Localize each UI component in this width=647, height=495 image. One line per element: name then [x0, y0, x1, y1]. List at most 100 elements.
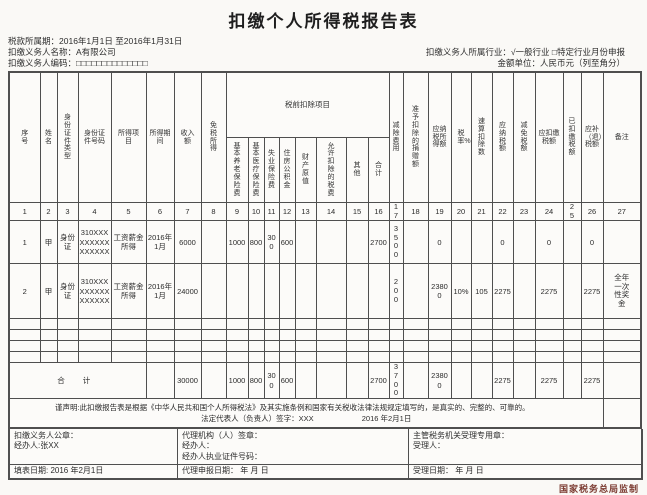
total-cell-13 — [294, 362, 317, 399]
col-num-21: 21 — [470, 201, 493, 222]
col-num-5: 5 — [110, 201, 147, 222]
empty-cell — [388, 351, 404, 364]
group-header-pre-tax-deductions: 税前扣除项目 — [225, 71, 390, 138]
agency-box-top: 代理机构（人）签章： 经办人： 经办人执业证件号码： — [178, 429, 408, 465]
declaration-signature: 法定代表人（负责人）签字：XXX 2016 年2月1日 — [11, 413, 602, 424]
empty-cell — [77, 329, 112, 342]
empty-cell — [8, 340, 41, 353]
empty-cell — [602, 329, 642, 342]
col-num-24: 24 — [534, 201, 564, 222]
col-remarks: 备注 — [602, 71, 642, 203]
row2-cell-17: 200 — [388, 263, 404, 320]
row2-cell-26: 2275 — [580, 263, 604, 320]
col-id-number: 身份证件号码 — [77, 71, 112, 203]
row1-cell-15 — [345, 220, 369, 265]
col-num-1: 1 — [8, 201, 41, 222]
col-subtotal: 合计 — [367, 137, 390, 203]
col-unemployment-insurance: 失业保险费 — [263, 137, 280, 203]
table-row-1: 1 甲身份证 310XXXXXXXXXXXXXXX 工资薪金所得 2016年1月 6000… — [8, 220, 642, 265]
total-cell-18 — [402, 362, 429, 399]
row1-cell-5: 工资薪金所得 — [110, 220, 147, 265]
col-index: 序号 — [8, 71, 41, 203]
empty-cell — [225, 351, 249, 364]
col-num-18: 18 — [402, 201, 429, 222]
col-num-17: 17 — [388, 201, 404, 222]
empty-row — [8, 340, 642, 353]
empty-cell — [367, 340, 390, 353]
empty-cell — [402, 340, 429, 353]
empty-cell — [110, 351, 147, 364]
row2-cell-23 — [512, 263, 536, 320]
col-num-20: 20 — [450, 201, 472, 222]
col-tax-refund-due: 应补（退）税额 — [580, 71, 604, 203]
total-cell-11: 300 — [263, 362, 280, 399]
total-cell-12: 600 — [278, 362, 296, 399]
total-label: 合 计 — [8, 362, 147, 399]
col-income-period: 所得期间 — [145, 71, 175, 203]
empty-cell — [110, 340, 147, 353]
empty-cell — [145, 318, 175, 331]
agent-seal-label: 扣缴义务人公章： — [14, 430, 78, 440]
empty-cell — [450, 329, 472, 342]
empty-cell — [145, 340, 175, 353]
col-standard-deduction: 减除费用 — [388, 71, 404, 203]
currency-unit: 金额单位：人民币元（列至角分） — [497, 58, 625, 68]
row1-cell-18 — [402, 220, 429, 265]
empty-cell — [173, 318, 202, 331]
tax-period: 税款所属期：2016年1月1日 至2016年1月31日 — [8, 36, 183, 46]
empty-cell — [534, 340, 564, 353]
row1-cell-23 — [512, 220, 536, 265]
empty-cell — [110, 329, 147, 342]
row2-cell-11 — [263, 263, 280, 320]
empty-cell — [294, 340, 317, 353]
row2-cell-19: 23800 — [427, 263, 452, 320]
row1-cell-9: 1000 — [225, 220, 249, 265]
declaration-statement: 谨声明:此扣缴报告表是根据《中华人民共和国个人所得税法》及其实施条例和国家有关税… — [55, 403, 530, 413]
total-cell-7: 30000 — [173, 362, 202, 399]
empty-cell — [225, 329, 249, 342]
empty-cell — [491, 351, 514, 364]
signature-date: 2016 年2月1日 — [361, 414, 412, 424]
empty-cell — [247, 340, 265, 353]
empty-cell — [388, 318, 404, 331]
empty-cell — [315, 340, 347, 353]
col-num-8: 8 — [200, 201, 227, 222]
col-property-original-value: 财产原值 — [294, 137, 317, 203]
col-num-27: 27 — [602, 201, 642, 222]
empty-row — [8, 329, 642, 342]
empty-cell — [402, 351, 429, 364]
row2-cell-21: 105 — [470, 263, 493, 320]
empty-cell — [345, 318, 369, 331]
empty-cell — [470, 318, 493, 331]
empty-cell — [8, 351, 41, 364]
meta-row-period: 税款所属期：2016年1月1日 至2016年1月31日 — [8, 36, 639, 47]
row1-cell-2: 甲 — [39, 220, 58, 265]
empty-cell — [562, 351, 582, 364]
col-taxable-income: 应纳税所得额 — [427, 71, 452, 203]
empty-cell — [173, 340, 202, 353]
empty-cell — [470, 329, 493, 342]
col-num-11: 11 — [263, 201, 280, 222]
column-number-row: 1 2 3 4 5 6 7 8 9 10 11 12 13 14 15 16 17 18 19 20 21 22 23 24 2… — [8, 201, 642, 222]
empty-cell — [450, 340, 472, 353]
agency-filing-date: 代理申报日期： 年 月 日 — [178, 464, 408, 478]
col-income-item: 所得项目 — [110, 71, 147, 203]
total-row: 合 计 30000 1000 800 300 600 2700 3700 23800 2275 22… — [8, 362, 642, 399]
row2-cell-15 — [345, 263, 369, 320]
col-tax-exempt-income: 免税所得 — [200, 71, 227, 203]
col-num-10: 10 — [247, 201, 265, 222]
row2-cell-3: 身份证 — [56, 263, 79, 320]
row2-cell-1: 2 — [8, 263, 41, 320]
row1-cell-20 — [450, 220, 472, 265]
col-tax-already-withheld: 已扣缴税额 — [562, 71, 582, 203]
form-meta: 税款所属期：2016年1月1日 至2016年1月31日 扣缴义务人名称：A有限公… — [8, 36, 639, 69]
empty-cell — [427, 340, 452, 353]
row1-cell-12: 600 — [278, 220, 296, 265]
total-cell-9: 1000 — [225, 362, 249, 399]
tax-authority-box: 主管税务机关受理专用章： 受理人： 受理日期： 年 月 日 — [408, 428, 641, 479]
row2-cell-22: 2275 — [491, 263, 514, 320]
empty-cell — [77, 340, 112, 353]
col-num-6: 6 — [145, 201, 175, 222]
row2-cell-4: 310XXXXXXXXXXXXXXX — [77, 263, 112, 320]
row2-cell-12 — [278, 263, 296, 320]
